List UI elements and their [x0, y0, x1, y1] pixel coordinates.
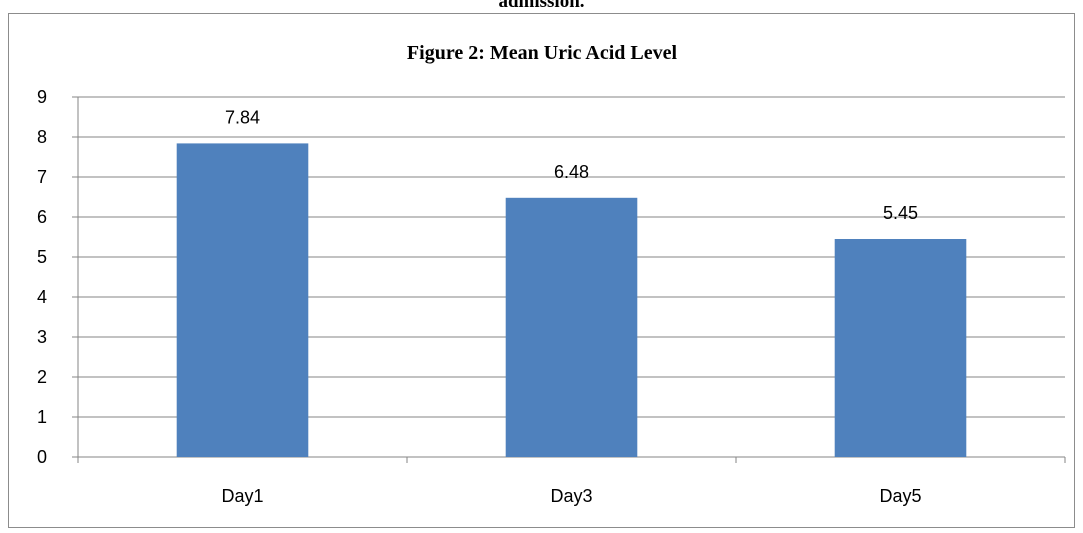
- y-tick-label: 1: [37, 407, 47, 427]
- bar-Day5: [834, 239, 967, 457]
- bars: [176, 143, 967, 458]
- bar-Day1: [176, 143, 309, 457]
- bar-Day3: [505, 197, 638, 458]
- data-label: 7.84: [225, 107, 260, 127]
- y-tick-label: 7: [37, 167, 47, 187]
- y-tick-label: 0: [37, 447, 47, 467]
- x-tick-label: Day1: [221, 486, 263, 506]
- y-tick-label: 2: [37, 367, 47, 387]
- page-caption: admission.: [498, 0, 585, 12]
- y-tick-label: 5: [37, 247, 47, 267]
- data-label: 6.48: [554, 162, 589, 182]
- chart-title: Figure 2: Mean Uric Acid Level: [407, 42, 678, 64]
- y-tick-label: 4: [37, 287, 47, 307]
- x-tick-label: Day3: [550, 486, 592, 506]
- y-tick-label: 9: [37, 87, 47, 107]
- y-tick-label: 8: [37, 127, 47, 147]
- labels: 0 1 2 3 4 5 6 7 8 9 7.84 Day1 6.48 Day3 5.45 Day5: [37, 87, 922, 506]
- x-tick-label: Day5: [879, 486, 921, 506]
- y-tick-label: 6: [37, 207, 47, 227]
- data-label: 5.45: [883, 203, 918, 223]
- y-tick-label: 3: [37, 327, 47, 347]
